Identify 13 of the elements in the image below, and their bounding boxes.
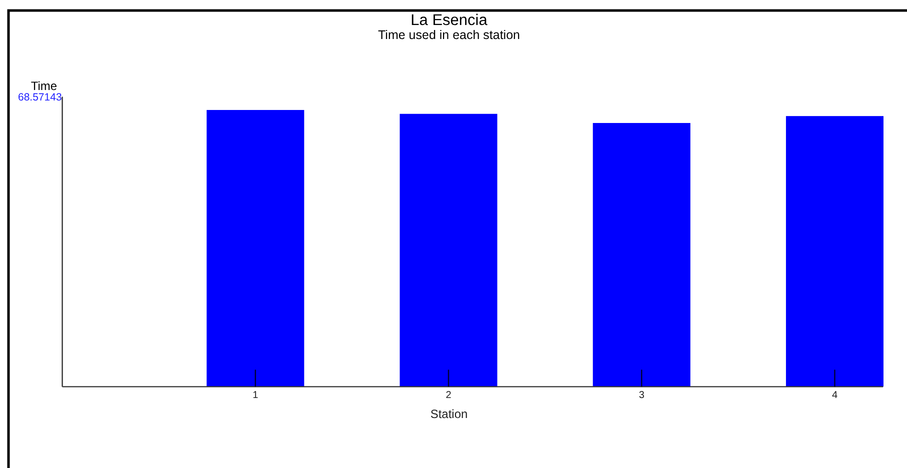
- x-tick-label: 4: [832, 390, 838, 401]
- bar: [786, 116, 884, 387]
- x-tick-label: 2: [446, 390, 452, 401]
- x-axis-title: Station: [430, 407, 468, 421]
- x-tick-label: 1: [252, 390, 259, 401]
- chart-title: La Esencia: [410, 12, 488, 29]
- bar: [592, 122, 690, 387]
- bar: [400, 114, 498, 387]
- bar: [206, 110, 304, 387]
- chart-subtitle: Time used in each station: [378, 28, 520, 42]
- text: 68.57143: [18, 92, 62, 104]
- y-axis-title: Time: [30, 79, 58, 93]
- x-tick-label: 3: [638, 390, 645, 401]
